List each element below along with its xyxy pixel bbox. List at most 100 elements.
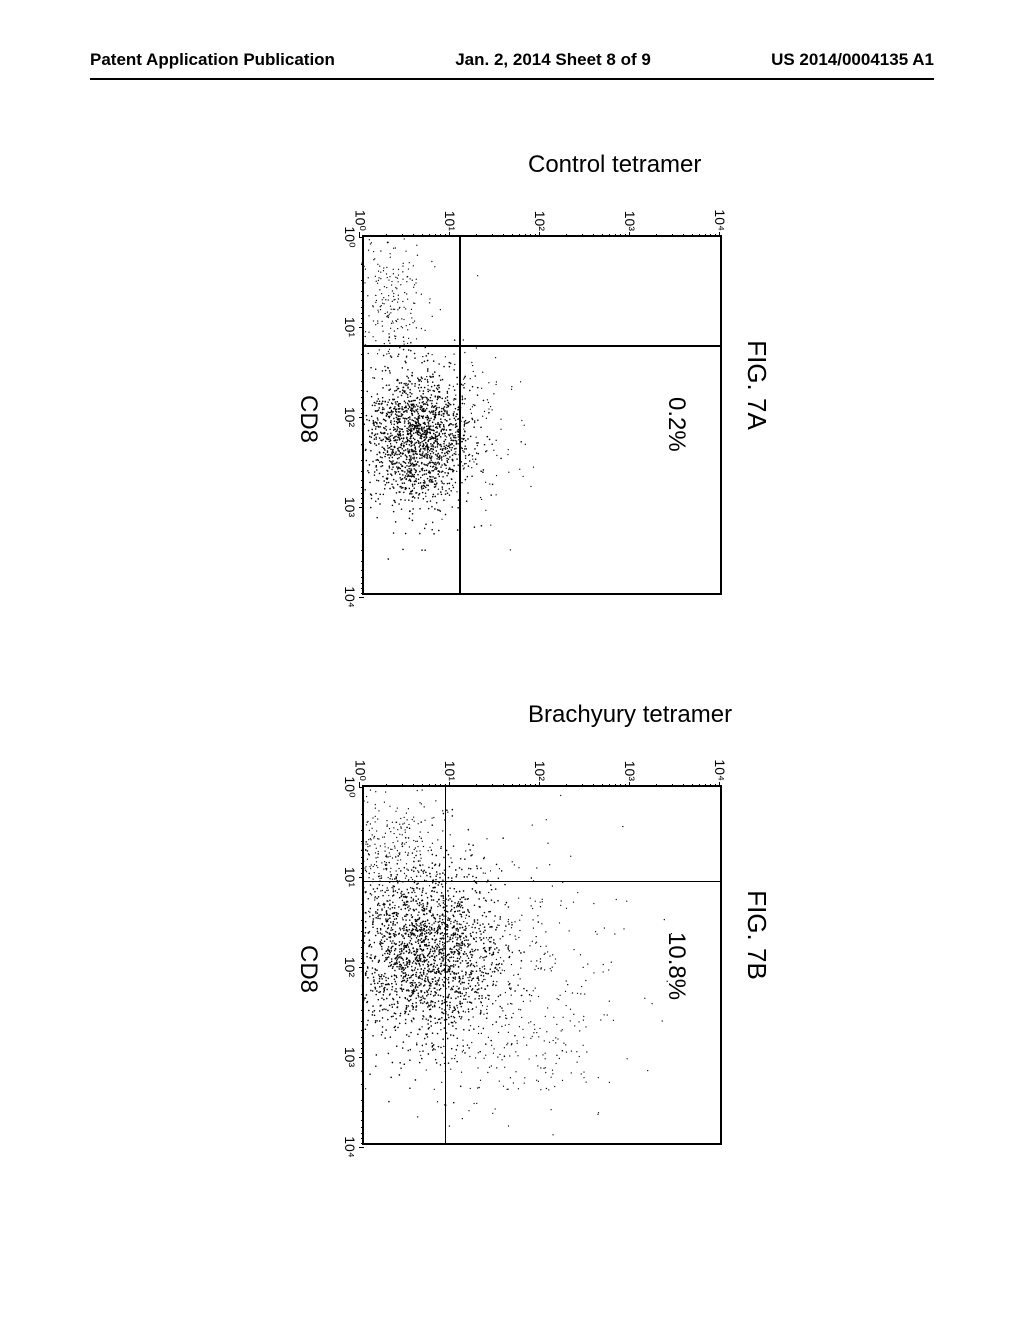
tick-mark-y — [449, 232, 450, 237]
minor-tick-y — [429, 784, 430, 787]
minor-tick-x — [361, 953, 364, 954]
header-rule — [90, 78, 934, 80]
minor-tick-y — [609, 234, 610, 237]
tick-label-y: 10³ — [622, 761, 638, 781]
minor-tick-y — [692, 234, 693, 237]
minor-tick-x — [361, 1111, 364, 1112]
minor-tick-x — [361, 397, 364, 398]
minor-tick-x — [361, 487, 364, 488]
plot-frame-7b: 10.8% 10⁰10⁰10¹10¹10²10²10³10³10⁴10⁴ — [362, 785, 722, 1145]
minor-tick-x — [361, 994, 364, 995]
minor-tick-y — [435, 234, 436, 237]
minor-tick-y — [530, 234, 531, 237]
minor-tick-y — [705, 784, 706, 787]
minor-tick-x — [361, 390, 364, 391]
minor-tick-y — [530, 784, 531, 787]
minor-tick-y — [525, 234, 526, 237]
minor-tick-x — [361, 963, 364, 964]
minor-tick-y — [710, 234, 711, 237]
minor-tick-x — [361, 1053, 364, 1054]
tick-mark-x — [359, 877, 364, 878]
tick-label-x: 10³ — [342, 1047, 358, 1067]
minor-tick-x — [361, 307, 364, 308]
minor-tick-x — [361, 873, 364, 874]
panel-title-7b: FIG. 7B — [741, 890, 772, 980]
minor-tick-y — [492, 784, 493, 787]
minor-tick-y — [699, 784, 700, 787]
minor-tick-x — [361, 1048, 364, 1049]
minor-tick-y — [602, 234, 603, 237]
minor-tick-x — [361, 370, 364, 371]
minor-tick-y — [386, 234, 387, 237]
minor-tick-x — [361, 1030, 364, 1031]
tick-mark-x — [359, 1147, 364, 1148]
tick-label-x: 10² — [342, 957, 358, 977]
tick-mark-y — [629, 782, 630, 787]
minor-tick-x — [361, 868, 364, 869]
minor-tick-x — [361, 1021, 364, 1022]
tick-label-y: 10¹ — [442, 211, 458, 231]
minor-tick-x — [361, 814, 364, 815]
minor-tick-x — [361, 498, 364, 499]
minor-tick-y — [656, 234, 657, 237]
minor-tick-x — [361, 460, 364, 461]
tick-mark-y — [539, 232, 540, 237]
minor-tick-y — [445, 784, 446, 787]
minor-tick-x — [361, 403, 364, 404]
x-axis-label-7b: CD8 — [294, 945, 322, 993]
minor-tick-x — [361, 1043, 364, 1044]
minor-tick-y — [413, 234, 414, 237]
quadrant-vertical — [364, 345, 720, 347]
minor-tick-y — [615, 234, 616, 237]
tick-mark-x — [359, 507, 364, 508]
minor-tick-x — [361, 1084, 364, 1085]
tick-label-y: 10³ — [622, 211, 638, 231]
minor-tick-x — [361, 904, 364, 905]
tick-mark-x — [359, 597, 364, 598]
figure-area: FIG. 7A Control tetramer CD8 0.2% 10⁰10⁰… — [232, 110, 792, 1210]
quadrant-horizontal — [445, 787, 447, 1143]
tick-mark-y — [719, 232, 720, 237]
minor-tick-x — [361, 264, 364, 265]
minor-tick-x — [361, 570, 364, 571]
quadrant-vertical — [364, 881, 720, 883]
minor-tick-x — [361, 354, 364, 355]
minor-tick-y — [593, 234, 594, 237]
tick-mark-y — [539, 782, 540, 787]
minor-tick-x — [361, 841, 364, 842]
tick-label-x: 10¹ — [342, 867, 358, 887]
minor-tick-x — [361, 863, 364, 864]
minor-tick-x — [361, 313, 364, 314]
minor-tick-x — [361, 1143, 364, 1144]
minor-tick-y — [492, 234, 493, 237]
minor-tick-y — [429, 234, 430, 237]
minor-tick-y — [566, 784, 567, 787]
minor-tick-x — [361, 588, 364, 589]
x-axis-label-7a: CD8 — [294, 395, 322, 443]
header-right: US 2014/0004135 A1 — [771, 50, 934, 70]
minor-tick-y — [519, 784, 520, 787]
minor-tick-x — [361, 1120, 364, 1121]
tick-mark-y — [449, 782, 450, 787]
minor-tick-x — [361, 577, 364, 578]
minor-tick-x — [361, 503, 364, 504]
minor-tick-y — [519, 234, 520, 237]
minor-tick-x — [361, 1010, 364, 1011]
minor-tick-y — [402, 784, 403, 787]
minor-tick-y — [705, 234, 706, 237]
minor-tick-x — [361, 1037, 364, 1038]
percent-label-7a: 0.2% — [662, 397, 690, 452]
minor-tick-x — [361, 493, 364, 494]
tick-label-y: 10² — [532, 761, 548, 781]
minor-tick-y — [620, 234, 621, 237]
minor-tick-x — [361, 593, 364, 594]
panel-7b: FIG. 7B Brachyury tetramer CD8 10.8% 10⁰… — [252, 695, 772, 1175]
minor-tick-y — [386, 784, 387, 787]
minor-tick-y — [615, 784, 616, 787]
minor-tick-y — [440, 784, 441, 787]
tick-label-x: 10⁰ — [341, 226, 358, 247]
minor-tick-y — [602, 784, 603, 787]
tick-mark-x — [359, 787, 364, 788]
minor-tick-x — [361, 1133, 364, 1134]
minor-tick-x — [361, 1127, 364, 1128]
